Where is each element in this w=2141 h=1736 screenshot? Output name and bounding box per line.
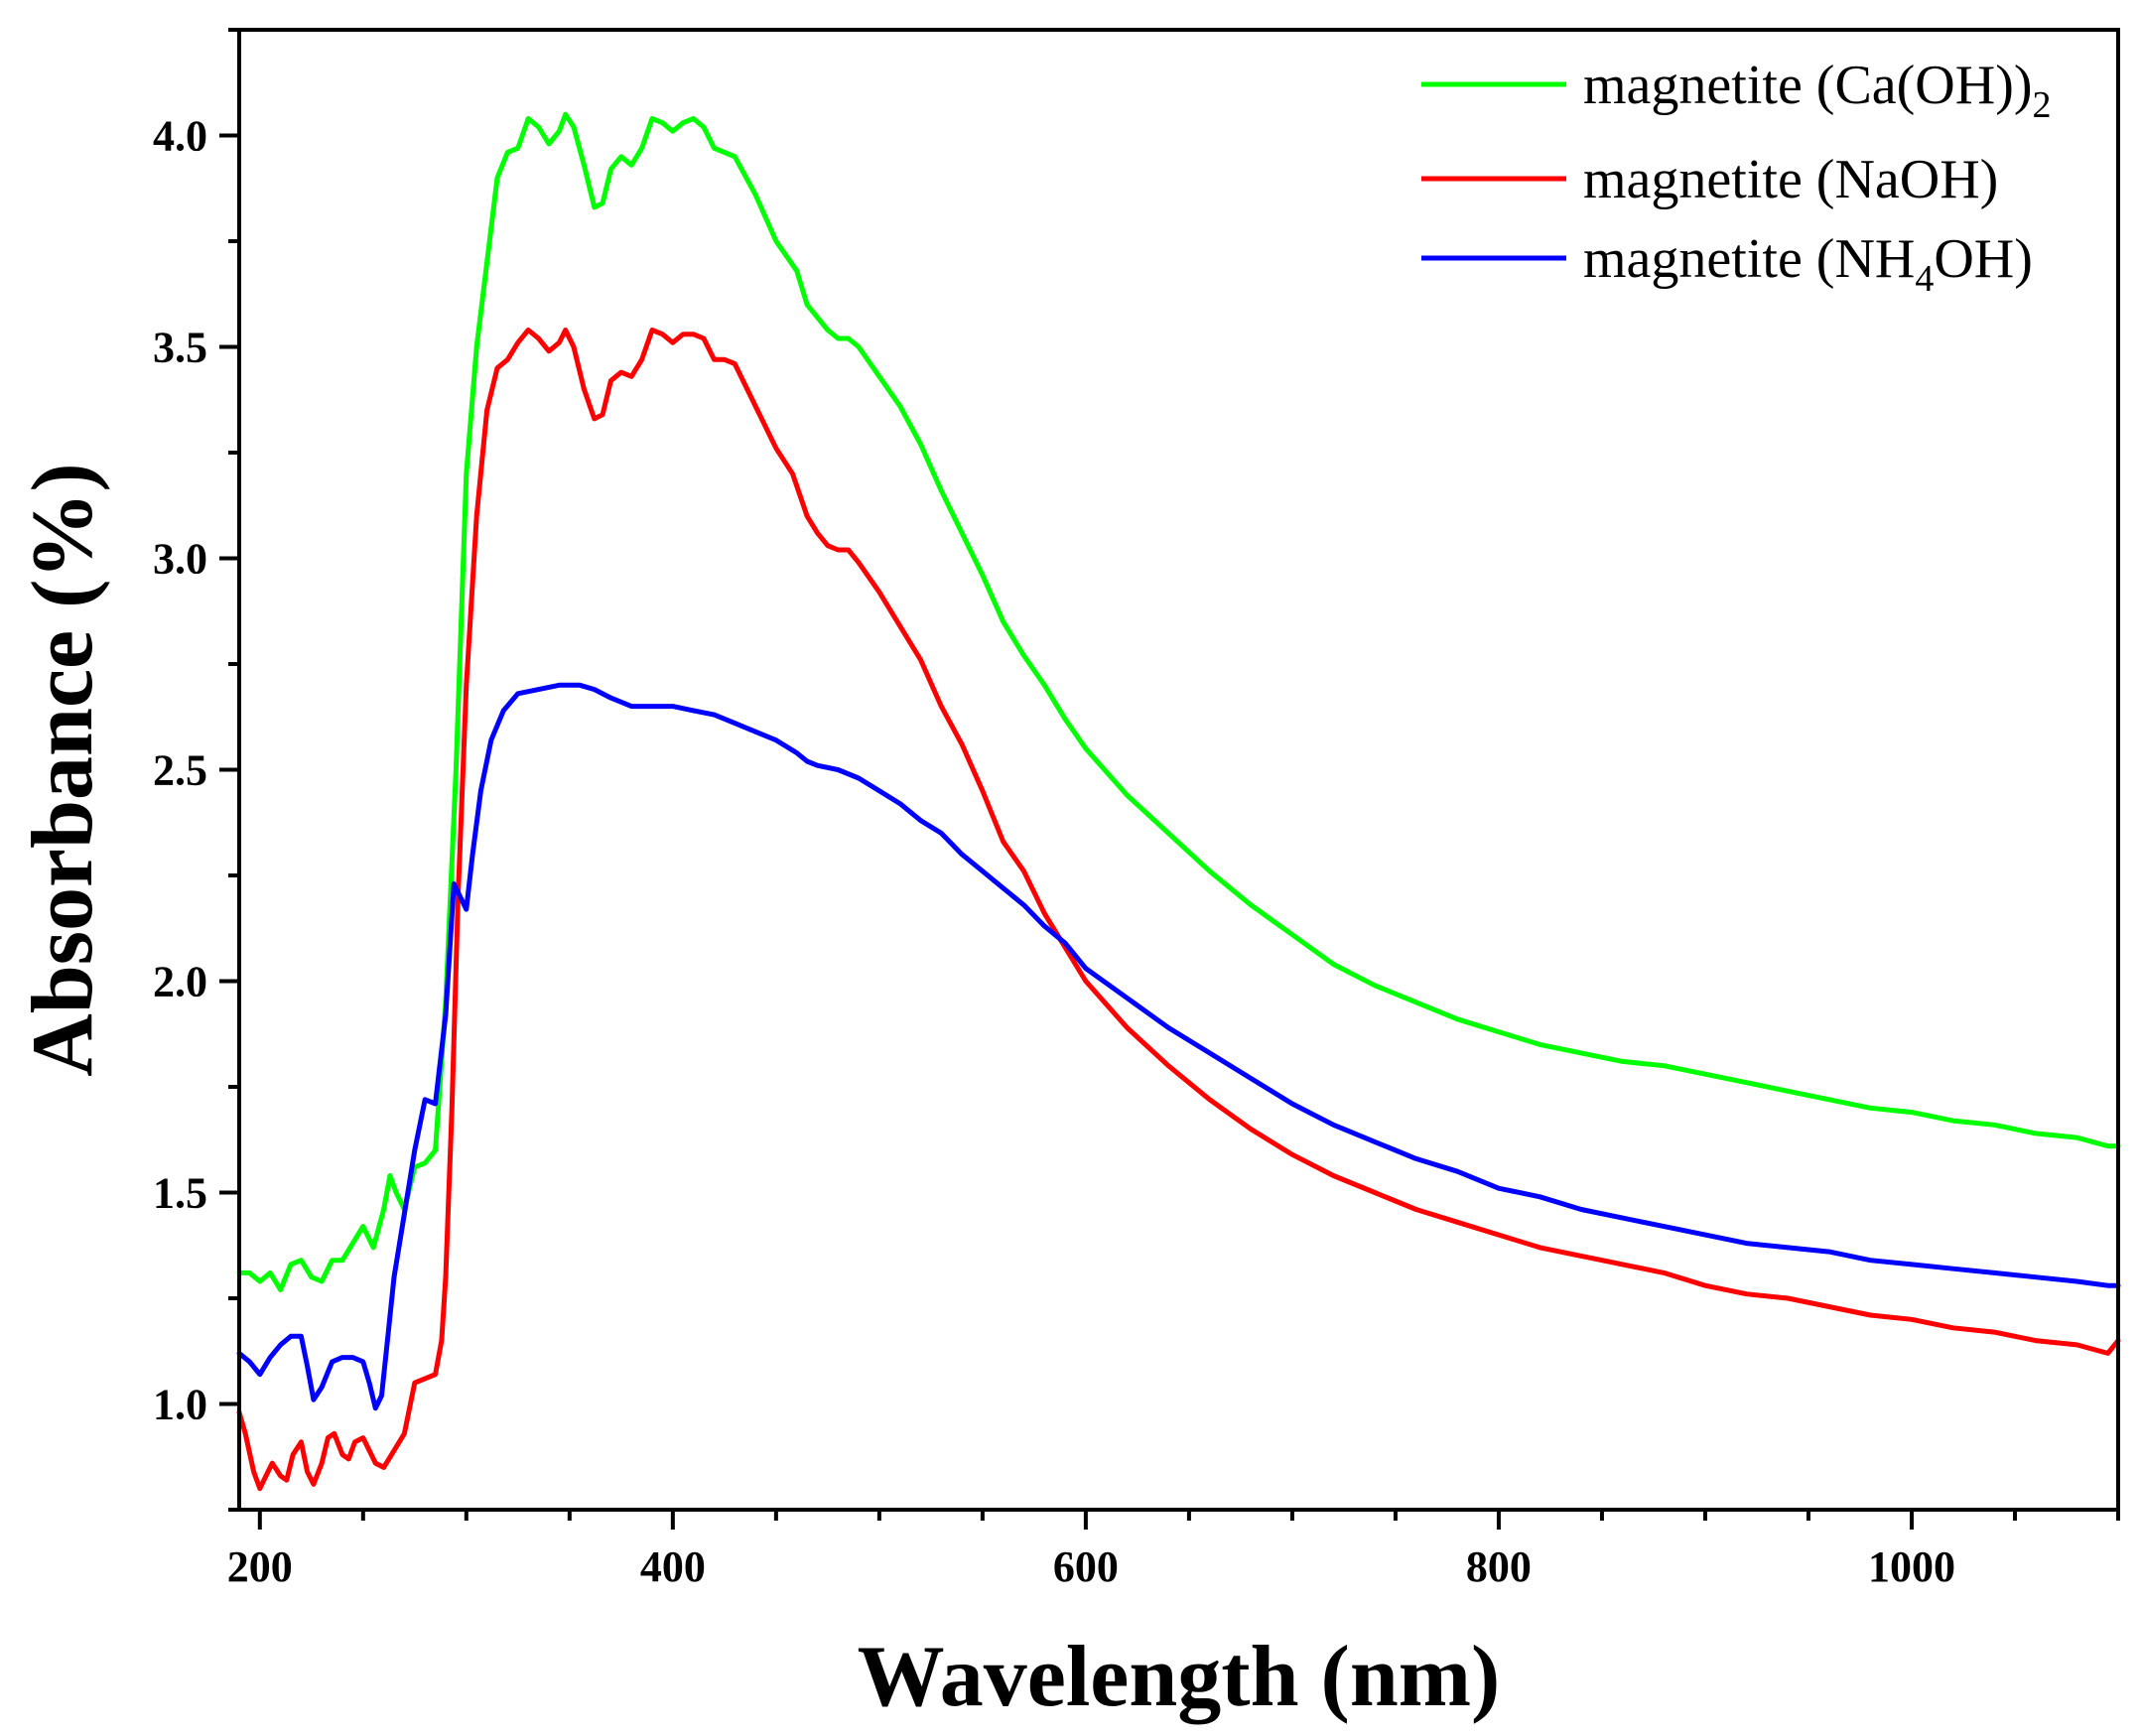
y-tick-label: 3.5 (153, 324, 207, 372)
axes-layer: 200 400 600 800 1000 1.0 1.5 2.0 2.5 3.0 3.5 4.0 (153, 28, 2120, 1591)
legend: magnetite (Ca(OH))2 magnetite (NaOH) magne… (1421, 55, 2051, 300)
legend-label-2: magnetite (NaOH) (1583, 149, 1998, 210)
x-tick-label: 200 (227, 1542, 293, 1591)
legend-label-3: magnetite (NH4OH) (1583, 228, 2033, 300)
x-tick-label: 400 (640, 1542, 706, 1591)
series-line-1 (236, 111, 2121, 1292)
y-tick-label: 3.0 (153, 535, 207, 584)
x-axis-title: Wavelength (nm) (858, 1629, 1501, 1725)
y-tick-label: 4.0 (153, 112, 207, 161)
series-layer (236, 111, 2121, 1492)
y-tick-label: 2.5 (153, 746, 207, 795)
x-tick-label: 1000 (1868, 1542, 1955, 1591)
y-axis-title: Absorbance (%) (15, 463, 111, 1076)
y-tick-label: 1.0 (153, 1381, 207, 1429)
x-tick-label: 600 (1053, 1542, 1119, 1591)
legend-label-1: magnetite (Ca(OH))2 (1583, 55, 2051, 126)
series-line-2 (236, 328, 2121, 1492)
y-tick-label: 1.5 (153, 1169, 207, 1218)
series-line-3 (236, 682, 2121, 1411)
y-tick-label: 2.0 (153, 958, 207, 1006)
x-tick-label: 800 (1466, 1542, 1532, 1591)
